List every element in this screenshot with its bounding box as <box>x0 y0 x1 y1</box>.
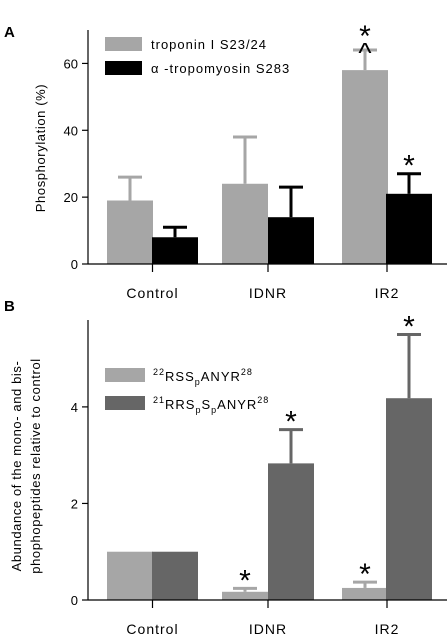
panel-a-chart: Phosphorylation (%) troponin I S23/24 α … <box>33 20 447 301</box>
y-tick-label-b-2: 4 <box>71 400 78 415</box>
bar-b-s0-c1 <box>222 591 268 600</box>
panel-label-b: B <box>4 298 15 315</box>
bar-a-s1-c1 <box>268 217 314 264</box>
x-tick-label-b-0: Control <box>126 621 178 636</box>
y-tick-label-a-2: 40 <box>64 123 78 138</box>
bar-a-s0-c0 <box>107 200 153 264</box>
bar-a-s0-c1 <box>222 183 268 264</box>
legend-swatch-bisphospho <box>105 396 145 410</box>
legend-label-tropomyosin: α -tropomyosin S283 <box>151 61 290 76</box>
panel-label-a: A <box>4 24 15 41</box>
bar-b-s0-c0 <box>107 551 153 600</box>
y-tick-label-b-1: 2 <box>71 496 78 511</box>
significance-caret-a-0: ^ <box>358 37 371 68</box>
significance-star-b-0: * <box>239 564 251 597</box>
legend-swatch-tropomyosin <box>105 61 142 75</box>
panel-a-y-axis-title: Phosphorylation (%) <box>33 84 48 212</box>
bar-a-s0-c2 <box>342 70 388 264</box>
x-tick-label-a-1: IDNR <box>249 285 287 301</box>
bar-b-s1-c1 <box>268 463 314 600</box>
bar-a-s1-c2 <box>386 193 432 264</box>
panel-a-legend: troponin I S23/24 α -tropomyosin S283 <box>105 37 290 76</box>
y-tick-label-a-3: 60 <box>64 56 78 71</box>
significance-star-a-1: * <box>403 150 415 183</box>
legend-label-bisphospho: 21RRSpSpANYR28 <box>153 395 269 415</box>
x-tick-label-a-0: Control <box>126 285 178 301</box>
y-tick-label-a-1: 20 <box>64 190 78 205</box>
y-tick-label-b-0: 0 <box>71 593 78 608</box>
panel-b-chart: Abundance of the mono- and bis- phophope… <box>9 310 447 636</box>
panel-b-y-axis-title-line1: Abundance of the mono- and bis- <box>9 361 24 572</box>
x-tick-label-a-2: IR2 <box>375 285 400 301</box>
significance-star-b-2: * <box>359 558 371 591</box>
significance-star-b-3: * <box>403 310 415 343</box>
bar-b-s0-c2 <box>342 587 388 600</box>
x-tick-label-b-2: IR2 <box>375 621 400 636</box>
panel-b-legend: 22RSSpANYR28 21RRSpSpANYR28 <box>105 367 269 415</box>
y-tick-label-a-0: 0 <box>71 257 78 272</box>
bar-b-s1-c0 <box>152 551 198 600</box>
significance-star-a-0: * <box>359 20 371 53</box>
legend-label-troponin: troponin I S23/24 <box>151 37 267 52</box>
significance-star-b-1: * <box>285 406 297 439</box>
x-tick-label-b-1: IDNR <box>249 621 287 636</box>
legend-swatch-troponin <box>105 37 142 51</box>
panel-b-y-axis-title-line2: phophopeptides relative to control <box>28 358 43 574</box>
bar-a-s1-c0 <box>152 237 198 264</box>
bar-b-s1-c2 <box>386 398 432 600</box>
legend-label-monophospho: 22RSSpANYR28 <box>153 367 253 387</box>
legend-swatch-monophospho <box>105 368 145 382</box>
